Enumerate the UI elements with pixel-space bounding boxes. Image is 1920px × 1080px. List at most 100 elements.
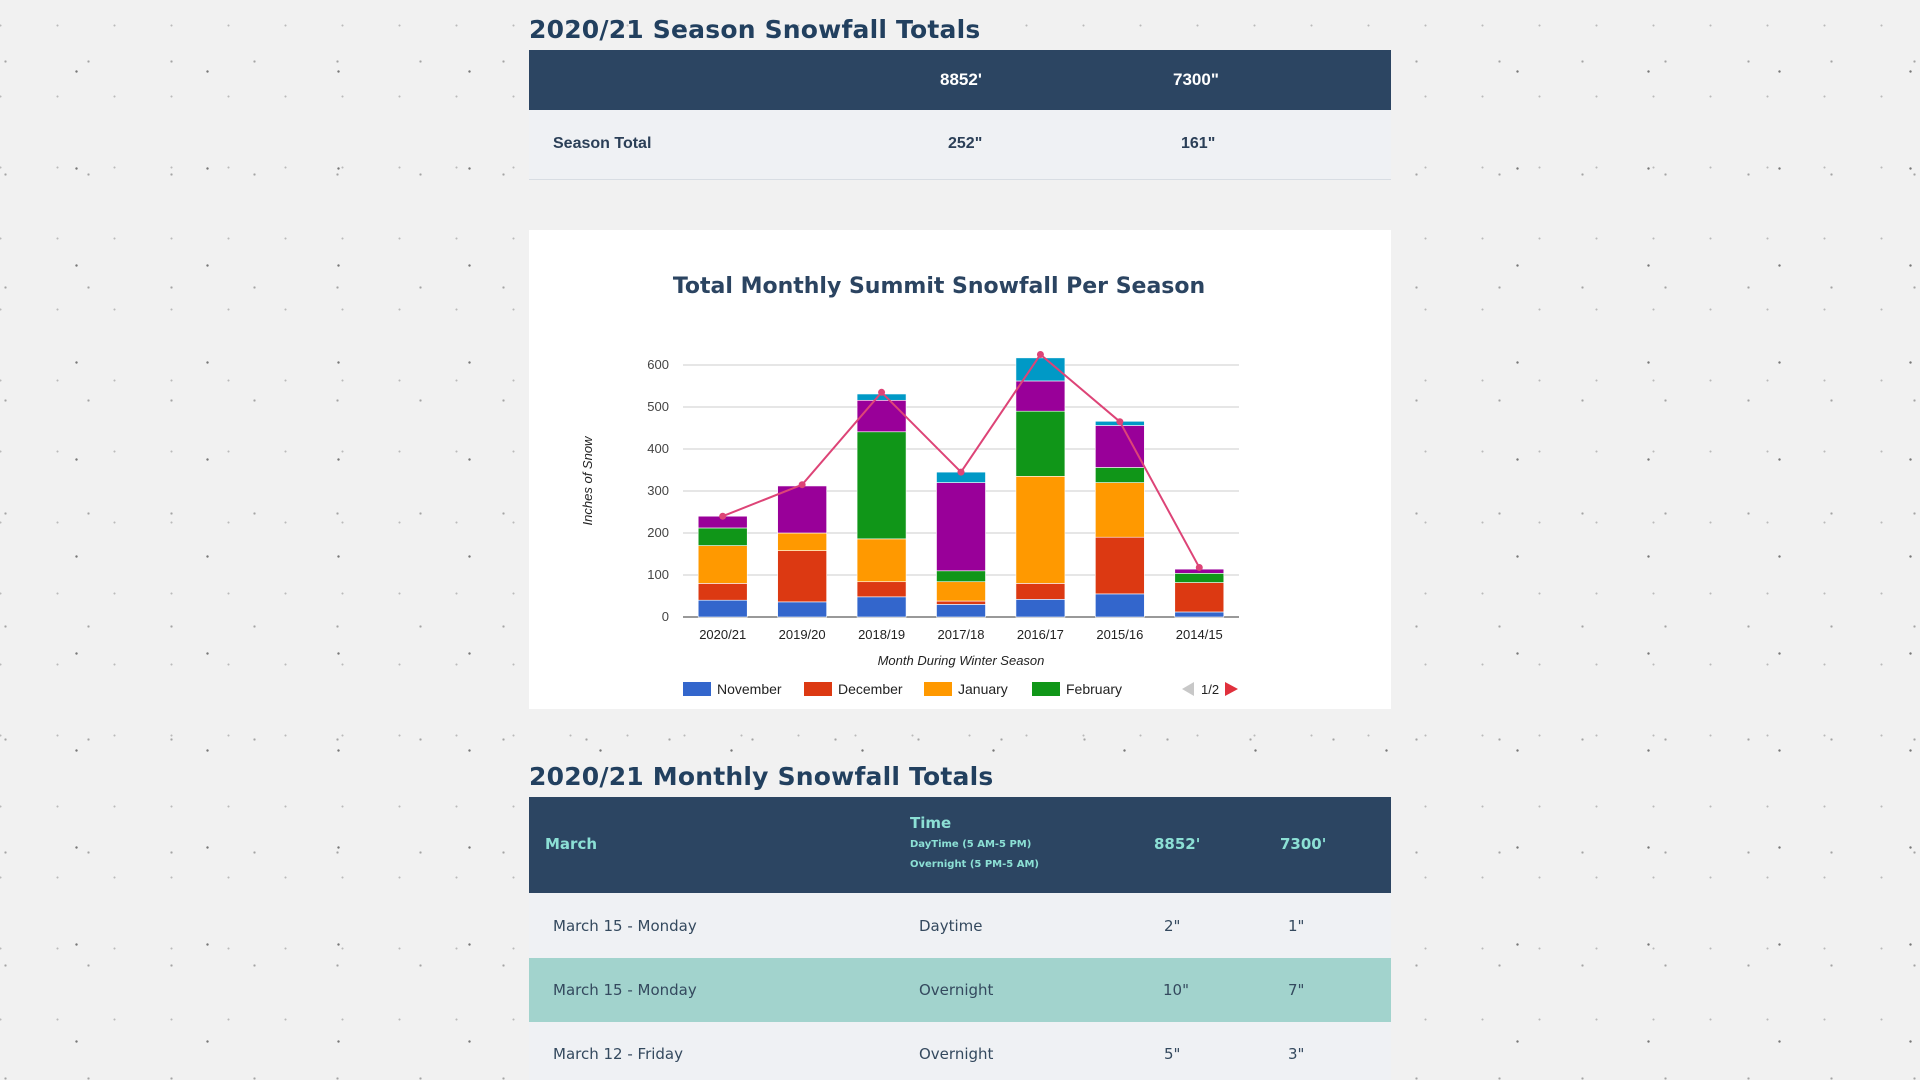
monthly-totals-title: 2020/21 Monthly Snowfall Totals xyxy=(529,762,994,791)
next-page-icon[interactable] xyxy=(1225,682,1238,696)
bar-segment xyxy=(856,431,907,540)
x-tick-label: 2016/17 xyxy=(1017,627,1064,642)
bar-segment xyxy=(936,581,986,602)
y-tick-label: 400 xyxy=(647,441,669,456)
season-header-7300: 7300" xyxy=(1173,70,1219,89)
snowfall-chart: 0 100 200 300 400 500 600 Inches of Snow 2020/21… xyxy=(580,351,1239,697)
season-totals-title: 2020/21 Season Snowfall Totals xyxy=(529,15,981,44)
total-point xyxy=(1195,563,1203,571)
bar-segment xyxy=(1095,536,1145,595)
legend-page-indicator: 1/2 xyxy=(1201,682,1219,697)
season-total-row: Season Total 252" 161" xyxy=(529,110,1391,180)
table-row: March 15 - Monday Overnight 10" 7" xyxy=(529,958,1391,1022)
x-tick-label: 2019/20 xyxy=(779,627,826,642)
bar-segment xyxy=(697,545,748,584)
total-point xyxy=(878,388,886,396)
bar-segment xyxy=(856,596,907,618)
bar-segment xyxy=(1174,573,1225,583)
season-total-7300: 161" xyxy=(1181,135,1216,152)
legend-label: December xyxy=(838,681,903,697)
legend-swatch xyxy=(924,682,952,696)
row-date: March 15 - Monday xyxy=(553,917,697,935)
row-8852: 2" xyxy=(1164,917,1181,935)
x-tick-label: 2015/16 xyxy=(1096,627,1143,642)
legend-label: November xyxy=(717,681,782,697)
legend-swatch xyxy=(683,682,711,696)
prev-page-icon[interactable] xyxy=(1182,682,1194,696)
monthly-header-daytime-note: DayTime (5 AM-5 PM) xyxy=(910,839,1032,850)
season-total-label: Season Total xyxy=(553,135,652,152)
legend-label: January xyxy=(958,681,1008,697)
monthly-header-7300: 7300' xyxy=(1280,835,1327,853)
x-tick-label: 2017/18 xyxy=(938,627,985,642)
row-7300: 3" xyxy=(1288,1045,1305,1063)
x-tick-label: 2018/19 xyxy=(858,627,905,642)
y-tick-label: 300 xyxy=(647,483,669,498)
chart-title: Total Monthly Summit Snowfall Per Season xyxy=(672,274,1206,299)
table-row: March 15 - Monday Daytime 2" 1" xyxy=(529,893,1391,958)
row-date: March 15 - Monday xyxy=(553,981,697,999)
legend-pager: 1/2 xyxy=(1182,682,1238,697)
bar-segment xyxy=(856,399,907,433)
y-tick-label: 100 xyxy=(647,567,669,582)
y-tick-label: 600 xyxy=(647,357,669,372)
x-tick-label: 2020/21 xyxy=(699,627,746,642)
y-tick-label: 0 xyxy=(662,609,669,624)
bar-segment xyxy=(1095,467,1145,483)
season-header-8852: 8852' xyxy=(940,70,982,89)
y-tick-label: 500 xyxy=(647,399,669,414)
bar-segment xyxy=(777,485,827,534)
bar-segment xyxy=(856,581,907,598)
total-point xyxy=(957,468,965,476)
bar-segment xyxy=(1015,410,1066,477)
bar-segment xyxy=(856,538,907,583)
row-8852: 10" xyxy=(1163,981,1189,999)
monthly-header-8852: 8852' xyxy=(1154,835,1201,853)
monthly-header-month: March xyxy=(545,835,598,853)
total-point xyxy=(1116,418,1124,426)
row-time: Overnight xyxy=(919,1045,994,1063)
bar-segment xyxy=(697,599,748,618)
bar-segment xyxy=(1015,583,1066,600)
bar-segment xyxy=(697,583,748,601)
bar-segment xyxy=(1174,611,1225,618)
monthly-header-overnight-note: Overnight (5 PM-5 AM) xyxy=(910,859,1039,870)
x-tick-label: 2014/15 xyxy=(1176,627,1223,642)
bar-segment xyxy=(777,550,827,603)
row-8852: 5" xyxy=(1164,1045,1181,1063)
x-axis-label: Month During Winter Season xyxy=(878,653,1045,668)
bar-segment xyxy=(777,601,827,618)
row-7300: 7" xyxy=(1288,981,1305,999)
row-7300: 1" xyxy=(1288,917,1305,935)
bar-segment xyxy=(1174,582,1225,613)
season-table-header: 8852' 7300" xyxy=(529,50,1391,110)
table-row: March 12 - Friday Overnight 5" 3" xyxy=(529,1022,1391,1080)
row-date: March 12 - Friday xyxy=(553,1045,683,1063)
total-point xyxy=(798,481,806,489)
bar-segment xyxy=(1095,593,1145,618)
bar-segment xyxy=(936,600,986,605)
bar-segment xyxy=(936,604,986,618)
bar-segment xyxy=(1095,425,1145,468)
bar-segment xyxy=(1015,380,1066,412)
row-time: Daytime xyxy=(919,917,983,935)
season-total-8852: 252" xyxy=(948,135,983,152)
total-point xyxy=(1036,351,1044,358)
total-point xyxy=(719,512,727,520)
bar-segment xyxy=(1095,482,1145,538)
bar-segment xyxy=(1015,599,1066,618)
snowfall-chart-card: Total Monthly Summit Snowfall Per Season… xyxy=(529,230,1391,709)
bar-segment xyxy=(936,570,986,583)
bar-segment xyxy=(777,532,827,551)
bar-segment xyxy=(936,482,986,572)
bar-segment xyxy=(1015,476,1066,584)
legend-swatch xyxy=(804,682,832,696)
monthly-table-header: March Time DayTime (5 AM-5 PM) Overnight… xyxy=(529,797,1391,893)
bar-segment xyxy=(697,527,748,546)
y-axis-label: Inches of Snow xyxy=(580,435,595,525)
y-tick-label: 200 xyxy=(647,525,669,540)
row-time: Overnight xyxy=(919,981,994,999)
legend-label: February xyxy=(1066,681,1122,697)
monthly-header-time: Time xyxy=(910,814,952,832)
legend-swatch xyxy=(1032,682,1060,696)
